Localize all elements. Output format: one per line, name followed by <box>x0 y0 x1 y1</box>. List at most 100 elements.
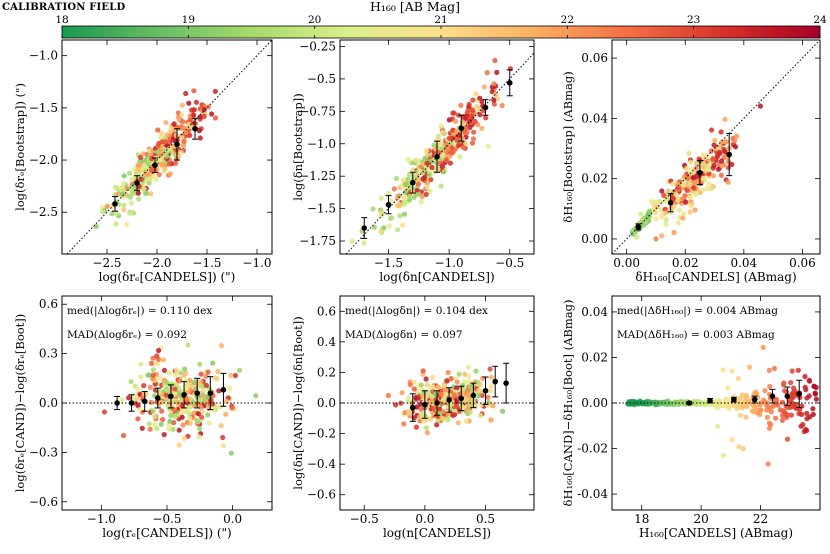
re-scatter-xlabel: log(δrₑ[CANDELS]) (") <box>99 270 236 284</box>
mag-residual-point <box>758 407 764 413</box>
n-residual-point <box>445 369 451 376</box>
mag-scatter-point <box>663 221 669 227</box>
n-residual-point <box>477 412 484 419</box>
n-scatter-point <box>428 177 434 183</box>
re-residual-annotation: med(|Δlogδrₑ|) = 0.110 dex <box>67 305 212 318</box>
n-residual-point <box>435 418 441 424</box>
mag-residual-point <box>735 375 741 382</box>
mag-residual-point <box>739 392 746 398</box>
re-scatter-point <box>212 115 219 121</box>
n-scatter-point <box>393 175 399 182</box>
mag-residual-point <box>762 388 768 394</box>
n-scatter-point <box>463 125 469 132</box>
mag-scatter-point <box>694 173 700 179</box>
n-scatter-point <box>396 203 402 209</box>
mag-residual-ytick-label: 0.02 <box>581 350 608 364</box>
re-residual-point <box>220 434 226 441</box>
n-residual-point <box>443 387 449 393</box>
re-residual-point <box>138 361 144 367</box>
mag-scatter-point <box>691 185 697 191</box>
re-scatter-point <box>141 157 147 163</box>
mag-scatter-point <box>706 181 712 187</box>
mag-scatter-xtick-label: 0.02 <box>672 256 699 270</box>
n-scatter-point <box>453 118 459 124</box>
mag-residual-point <box>804 410 810 416</box>
n-residual-point <box>487 388 493 394</box>
n-scatter-point <box>386 190 392 196</box>
n-residual-point <box>424 430 431 436</box>
n-residual-ytick-label: 0.6 <box>317 304 336 318</box>
n-residual-point <box>439 415 445 421</box>
n-scatter-point <box>400 222 406 228</box>
n-scatter-point <box>481 84 487 90</box>
re-residual-point <box>137 406 143 413</box>
re-residual-point <box>176 390 182 396</box>
mag-residual-point <box>802 373 808 380</box>
mag-scatter-point <box>673 191 679 197</box>
re-residual-binned-median <box>141 398 148 405</box>
re-scatter-identity-line <box>66 40 272 254</box>
mag-scatter-point <box>663 217 669 223</box>
n-scatter-point <box>494 69 500 75</box>
n-scatter-point <box>402 181 409 187</box>
mag-residual-point <box>790 394 796 401</box>
mag-residual-point <box>780 412 786 419</box>
re-residual-point <box>229 405 235 411</box>
n-residual-point <box>428 384 434 390</box>
mag-residual-binned-median <box>751 396 758 403</box>
n-scatter-point <box>469 140 476 146</box>
colorbar-ticks: 18 19 20 21 22 23 24 <box>55 14 827 38</box>
n-residual-point <box>500 408 506 414</box>
mag-scatter-point <box>675 197 681 203</box>
n-residual-point <box>488 383 494 389</box>
mag-scatter-point <box>686 150 692 156</box>
re-residual-point <box>149 360 155 366</box>
re-scatter-point <box>163 120 169 126</box>
re-residual-point <box>195 411 201 417</box>
mag-scatter-point <box>719 139 725 145</box>
mag-scatter-point <box>711 173 717 179</box>
mag-residual-point <box>803 387 809 393</box>
n-residual-point <box>490 403 496 409</box>
re-residual-point <box>232 372 238 379</box>
re-residual-point <box>185 342 191 348</box>
re-residual-binned-median <box>207 390 214 396</box>
n-residual-ytick-label: −0.6 <box>307 488 336 502</box>
n-scatter-point <box>401 201 407 207</box>
re-residual-point <box>192 379 198 385</box>
n-scatter-point <box>479 125 485 131</box>
n-residual-point <box>463 418 469 424</box>
re-scatter-point <box>127 170 133 176</box>
n-scatter-point <box>469 107 476 113</box>
mag-scatter-point <box>648 198 654 205</box>
re-scatter-point <box>109 211 115 217</box>
mag-scatter-point <box>684 188 691 194</box>
mag-scatter-binned-median <box>726 151 732 158</box>
n-scatter-point <box>415 191 421 197</box>
mag-scatter-ytick-label: 0.06 <box>581 51 608 65</box>
n-residual-point <box>401 421 407 427</box>
n-scatter-point <box>412 157 418 163</box>
colorbar-tick-label: 19 <box>182 14 195 26</box>
mag-residual-point <box>760 344 766 351</box>
mag-scatter-ytick-label: 0.04 <box>581 111 608 125</box>
re-scatter-point <box>127 194 133 200</box>
n-scatter-ytick-label: −0.75 <box>299 104 336 118</box>
re-residual-binned-median <box>155 395 161 401</box>
n-residual-point <box>406 395 412 401</box>
mag-scatter-point <box>718 172 725 178</box>
n-residual-binned-median <box>492 378 499 385</box>
n-scatter-point <box>446 135 453 141</box>
mag-residual-annotation: med(|ΔδH₁₆₀|) = 0.004 ABmag <box>617 305 778 318</box>
re-residual-point <box>185 433 191 439</box>
n-scatter-plot-area <box>345 52 534 254</box>
n-scatter-point <box>454 138 460 144</box>
n-residual-binned-median <box>434 400 440 406</box>
re-residual-point <box>197 378 204 385</box>
re-scatter-point <box>197 114 203 120</box>
n-scatter-point <box>361 240 367 246</box>
mag-residual-binned-median <box>769 393 776 399</box>
re-scatter-binned-median <box>152 162 158 169</box>
re-scatter-frame <box>61 39 273 255</box>
n-residual-point <box>418 382 424 388</box>
